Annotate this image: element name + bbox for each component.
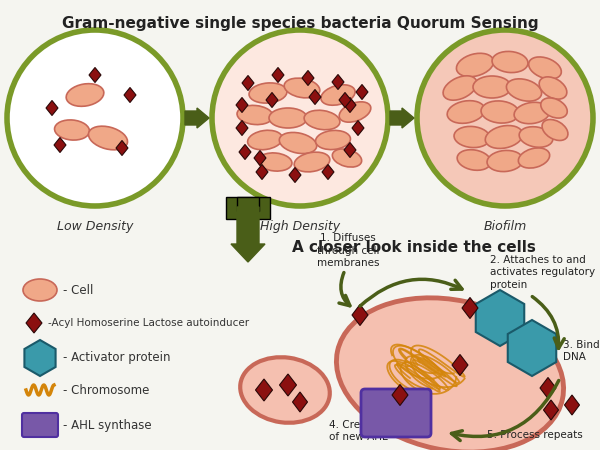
Polygon shape: [236, 98, 248, 112]
FancyBboxPatch shape: [22, 413, 58, 437]
Ellipse shape: [248, 130, 283, 150]
Circle shape: [7, 30, 183, 206]
Ellipse shape: [279, 132, 317, 153]
Ellipse shape: [55, 120, 89, 140]
Text: -Acyl Homoserine Lactose autoinducer: -Acyl Homoserine Lactose autoinducer: [48, 318, 249, 328]
Ellipse shape: [339, 102, 371, 122]
Ellipse shape: [23, 279, 57, 301]
FancyBboxPatch shape: [361, 389, 431, 437]
Polygon shape: [289, 167, 301, 183]
Ellipse shape: [542, 120, 568, 140]
Ellipse shape: [332, 149, 362, 167]
Ellipse shape: [454, 126, 490, 148]
Text: A closer look inside the cells: A closer look inside the cells: [292, 240, 536, 256]
Ellipse shape: [294, 152, 330, 172]
Ellipse shape: [519, 127, 553, 147]
Polygon shape: [89, 68, 101, 82]
Polygon shape: [344, 143, 356, 158]
Polygon shape: [254, 150, 266, 166]
Ellipse shape: [66, 84, 104, 106]
Polygon shape: [356, 85, 368, 99]
Ellipse shape: [447, 101, 485, 123]
Text: 1. Diffuses
through cell
membranes: 1. Diffuses through cell membranes: [317, 233, 379, 268]
Text: Gram-negative single species bacteria Quorum Sensing: Gram-negative single species bacteria Qu…: [62, 16, 538, 31]
Text: - AHL synthase: - AHL synthase: [63, 418, 152, 432]
Polygon shape: [256, 379, 272, 401]
Text: Low Density: Low Density: [57, 220, 133, 233]
Text: - Activator protein: - Activator protein: [63, 351, 170, 364]
Polygon shape: [236, 121, 248, 135]
Polygon shape: [302, 71, 314, 86]
Ellipse shape: [269, 108, 307, 128]
FancyBboxPatch shape: [237, 197, 259, 211]
Ellipse shape: [529, 57, 562, 79]
Polygon shape: [272, 68, 284, 82]
Ellipse shape: [485, 126, 523, 148]
Text: 5. Process repeats: 5. Process repeats: [487, 430, 583, 440]
Ellipse shape: [481, 101, 519, 123]
Polygon shape: [332, 75, 344, 90]
Polygon shape: [322, 165, 334, 180]
FancyArrow shape: [231, 207, 265, 262]
Text: 3. Binds to
DNA: 3. Binds to DNA: [563, 340, 600, 362]
Ellipse shape: [237, 105, 273, 125]
Text: 4. Creation
of new AHL: 4. Creation of new AHL: [329, 420, 388, 442]
Ellipse shape: [249, 83, 287, 103]
Polygon shape: [25, 340, 56, 376]
Polygon shape: [352, 305, 368, 325]
FancyArrow shape: [390, 108, 414, 128]
Polygon shape: [540, 378, 556, 399]
Ellipse shape: [518, 148, 550, 168]
Ellipse shape: [541, 98, 567, 118]
Ellipse shape: [457, 150, 491, 170]
Ellipse shape: [284, 78, 320, 98]
Polygon shape: [339, 93, 351, 108]
Ellipse shape: [492, 51, 528, 72]
Ellipse shape: [473, 76, 511, 98]
Ellipse shape: [88, 126, 128, 150]
Polygon shape: [26, 313, 42, 333]
Ellipse shape: [258, 153, 292, 171]
Ellipse shape: [443, 76, 477, 100]
Ellipse shape: [304, 110, 340, 130]
Polygon shape: [242, 76, 254, 90]
Text: - Cell: - Cell: [63, 284, 94, 297]
Polygon shape: [309, 90, 321, 104]
Polygon shape: [124, 87, 136, 103]
Text: - Chromosome: - Chromosome: [63, 383, 149, 396]
Ellipse shape: [337, 298, 563, 450]
Polygon shape: [239, 144, 251, 159]
Ellipse shape: [506, 79, 542, 101]
Text: High Density: High Density: [260, 220, 340, 233]
Ellipse shape: [457, 53, 494, 76]
Ellipse shape: [321, 85, 355, 105]
Polygon shape: [352, 121, 364, 135]
Text: 2. Attaches to and
activates regulatory
protein: 2. Attaches to and activates regulatory …: [490, 255, 595, 290]
Polygon shape: [293, 392, 308, 412]
Polygon shape: [116, 140, 128, 156]
Polygon shape: [54, 138, 66, 153]
Polygon shape: [344, 98, 356, 112]
Polygon shape: [392, 384, 408, 405]
Polygon shape: [266, 93, 278, 108]
FancyBboxPatch shape: [226, 197, 270, 219]
Polygon shape: [544, 400, 559, 420]
Text: Biofilm: Biofilm: [484, 220, 527, 233]
Polygon shape: [462, 297, 478, 319]
Polygon shape: [476, 290, 524, 346]
Circle shape: [212, 30, 388, 206]
Ellipse shape: [514, 102, 550, 124]
Polygon shape: [565, 395, 580, 415]
Ellipse shape: [240, 357, 330, 423]
FancyArrow shape: [185, 108, 209, 128]
Ellipse shape: [316, 130, 350, 149]
Ellipse shape: [539, 77, 567, 99]
Circle shape: [417, 30, 593, 206]
Polygon shape: [46, 100, 58, 116]
Polygon shape: [280, 374, 296, 396]
Polygon shape: [508, 320, 556, 376]
Polygon shape: [256, 165, 268, 180]
Polygon shape: [452, 355, 468, 375]
Ellipse shape: [487, 150, 523, 171]
